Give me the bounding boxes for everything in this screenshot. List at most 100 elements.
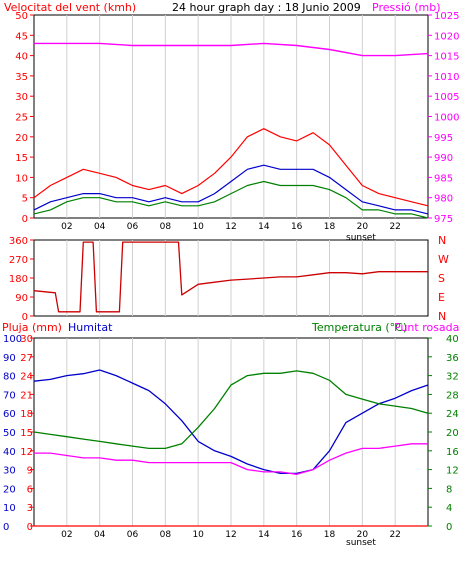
time-tick-label: 18	[324, 530, 336, 540]
temperature-tick-label: 40	[446, 334, 459, 345]
temperature-tick-label: 12	[446, 466, 459, 477]
direction-tick-label: 270	[9, 255, 28, 266]
wind-tick-label: 50	[15, 11, 28, 22]
wind-tick-label: 40	[15, 52, 28, 63]
humidity-series-line	[33, 369, 429, 475]
humidity-tick-label: 10	[3, 503, 16, 514]
temperature-tick-label: 4	[446, 503, 452, 514]
wind-tick-label: 35	[15, 72, 28, 83]
pressure-tick-label: 980	[434, 194, 453, 205]
time-tick-label: 22	[389, 530, 400, 540]
temperature-tick-label: 36	[446, 353, 459, 364]
temp-humidity-series	[33, 369, 429, 527]
chart-title: 24 hour graph day : 18 Junio 2009	[172, 1, 361, 14]
rain-tick-label: 24	[20, 372, 33, 383]
humidity-tick-label: 90	[3, 353, 16, 364]
pressure-tick-label: 1000	[434, 113, 459, 124]
wind-series-line	[33, 180, 429, 219]
time-tick-label: 18	[324, 222, 336, 232]
time-ticks-top: 02 04 06 08 10 12 14 16 18 20 22	[61, 222, 401, 232]
wind-direction-line	[33, 241, 428, 313]
sunset-label-bottom: sunset	[346, 538, 376, 548]
wind-tick-label: 30	[15, 92, 28, 103]
rain-tick-label: 15	[20, 428, 33, 439]
wind-direction-series	[33, 241, 428, 313]
humidity-tick-label: 50	[3, 428, 16, 439]
pressure-tick-label: 1010	[434, 72, 459, 83]
rain-axis-label: Pluja (mm)	[2, 321, 62, 334]
compass-label: N	[438, 310, 446, 323]
wind-tick-label: 25	[15, 113, 28, 124]
humidity-tick-label: 40	[3, 447, 16, 458]
temperature-tick-label: 0	[446, 522, 452, 533]
humidity-tick-label: 30	[3, 466, 16, 477]
direction-tick-label: 90	[15, 293, 28, 304]
temperature-tick-label: 8	[446, 484, 452, 495]
time-tick-label: 04	[94, 530, 106, 540]
wind-tick-label: 5	[22, 194, 28, 205]
time-tick-label: 10	[192, 530, 204, 540]
time-tick-label: 04	[94, 222, 106, 232]
temperature-tick-label: 20	[446, 428, 459, 439]
humidity-tick-label: 70	[3, 390, 16, 401]
time-tick-label: 08	[160, 530, 172, 540]
time-tick-label: 06	[127, 530, 139, 540]
wind-tick-label: 20	[15, 133, 28, 144]
pressure-axis-label: Pressió (mb)	[372, 1, 441, 14]
time-tick-label: 20	[357, 222, 369, 232]
rain-tick-label: 18	[20, 409, 33, 420]
time-tick-label: 16	[291, 222, 303, 232]
humidity-ticks: 0 10 20 30 40 50 60 70 80 90 100	[3, 334, 22, 533]
wind-tick-label: 10	[15, 173, 28, 184]
wind-speed-axis-label: Velocitat del vent (kmh)	[4, 1, 136, 14]
time-tick-label: 14	[258, 222, 270, 232]
time-tick-label: 08	[160, 222, 172, 232]
time-tick-label: 12	[225, 530, 236, 540]
compass-label: S	[438, 272, 445, 285]
rain-tick-label: 21	[20, 390, 33, 401]
humidity-tick-label: 20	[3, 484, 16, 495]
sunset-label-top: sunset	[346, 233, 376, 243]
wind-speed-ticks: 0 5 10 15 20 25 30 35 40 45 50	[15, 11, 34, 225]
gust-series-line	[33, 128, 429, 207]
temperature-tick-label: 32	[446, 372, 459, 383]
temperature-tick-label: 24	[446, 409, 459, 420]
temperature-axis-label: Temperatura (°C)	[311, 321, 407, 334]
humidity-tick-label: 0	[3, 522, 9, 533]
direction-tick-label: 360	[9, 236, 28, 247]
pressure-tick-label: 975	[434, 214, 453, 225]
wind-pressure-series	[33, 42, 429, 219]
rain-tick-label: 9	[27, 466, 33, 477]
temperature-series-line	[33, 370, 429, 450]
rain-tick-label: 0	[27, 522, 33, 533]
rain-tick-label: 3	[27, 503, 33, 514]
wind-tick-label: 45	[15, 31, 28, 42]
pressure-tick-label: 1005	[434, 92, 459, 103]
humidity-tick-label: 60	[3, 409, 16, 420]
humidity-tick-label: 80	[3, 372, 16, 383]
pressure-series-line	[34, 42, 429, 57]
temperature-tick-label: 16	[446, 447, 459, 458]
temperature-tick-label: 28	[446, 390, 459, 401]
time-tick-label: 20	[357, 530, 369, 540]
pressure-tick-label: 1020	[434, 31, 459, 42]
wind-direction-grid	[66, 240, 396, 316]
wind-direction-ticks: 0 90 180 270 360	[9, 236, 34, 323]
pressure-tick-label: 990	[434, 153, 453, 164]
time-tick-label: 02	[61, 530, 72, 540]
rain-tick-label: 12	[20, 447, 33, 458]
humidity-axis-label: Humitat	[68, 321, 113, 334]
temperature-ticks: 0 4 8 12 16 20 24 28 32 36 40	[428, 334, 459, 533]
time-tick-label: 14	[258, 530, 270, 540]
rain-tick-label: 30	[20, 334, 33, 345]
time-tick-label: 22	[389, 222, 400, 232]
compass-label: N	[438, 234, 446, 247]
direction-tick-label: 180	[9, 274, 28, 285]
compass-label: E	[438, 291, 445, 304]
time-ticks-bottom: 02 04 06 08 10 12 14 16 18 20 22	[61, 530, 401, 540]
time-tick-label: 10	[192, 222, 204, 232]
dewpoint-axis-label: Punt rosada	[394, 321, 459, 334]
avg-series-line	[33, 164, 429, 215]
